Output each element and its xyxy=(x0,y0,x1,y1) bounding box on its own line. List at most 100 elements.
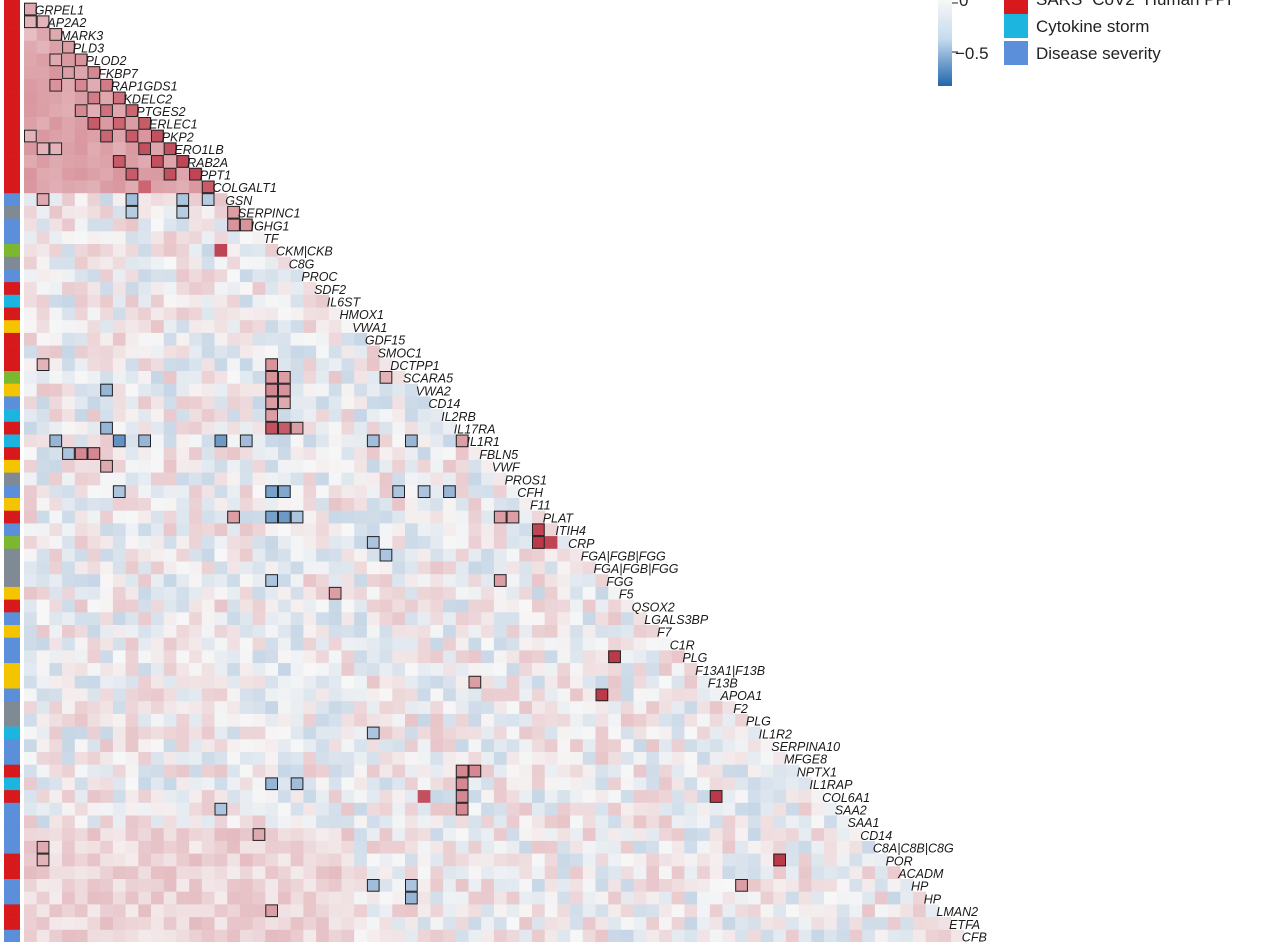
heatmap-cell-51-50 xyxy=(659,637,672,651)
heatmap-cell-56-2 xyxy=(49,701,63,715)
heatmap-cell-47-20 xyxy=(278,586,291,600)
heatmap-cell-59-55 xyxy=(722,739,736,753)
heatmap-cell-54-12 xyxy=(176,675,190,689)
heatmap-cell-59-11 xyxy=(163,739,177,753)
heatmap-cell-65-34 xyxy=(455,815,469,829)
heatmap-cell-31-2 xyxy=(49,383,63,397)
heatmap-cell-50-24 xyxy=(328,625,342,638)
heatmap-cell-33-22 xyxy=(303,409,317,423)
category-bar-48 xyxy=(4,599,20,613)
heatmap-cell-68-27 xyxy=(366,853,380,867)
heatmap-cell-24-21 xyxy=(290,294,304,308)
heatmap-cell-54-3 xyxy=(62,675,76,689)
heatmap-cell-50-2 xyxy=(49,625,63,638)
heatmap-cell-41-26 xyxy=(354,510,368,524)
heatmap-cell-40-11 xyxy=(163,498,177,511)
heatmap-cell-25-18 xyxy=(252,307,266,321)
heatmap-cell-52-20 xyxy=(278,650,291,664)
heatmap-cell-38-35 xyxy=(468,472,482,486)
heatmap-cell-69-21 xyxy=(290,866,304,880)
heatmap-cell-46-14 xyxy=(201,574,215,588)
heatmap-cell-36-1 xyxy=(36,447,50,461)
heatmap-cell-67-15 xyxy=(214,840,228,854)
heatmap-cell-53-2 xyxy=(49,663,63,677)
heatmap-cell-72-26 xyxy=(354,904,368,918)
gene-label-11: PKP2 xyxy=(162,130,194,144)
heatmap-cell-74-18 xyxy=(252,929,266,942)
heatmap-cell-52-3 xyxy=(62,650,76,664)
heatmap-cell-66-53 xyxy=(697,828,711,842)
heatmap-cell-74-21 xyxy=(290,929,304,942)
gene-label-64: SAA2 xyxy=(835,804,867,818)
heatmap-cell-57-32 xyxy=(430,713,444,727)
heatmap-cell-20-14 xyxy=(201,244,215,257)
heatmap-cell-65-32 xyxy=(430,815,444,829)
heatmap-cell-52-17 xyxy=(239,650,253,664)
heatmap-cell-24-5 xyxy=(87,294,101,308)
heatmap-cell-71-2 xyxy=(49,891,63,905)
heatmap-cell-49-35 xyxy=(468,612,482,626)
heatmap-cell-30-20 xyxy=(278,371,291,384)
heatmap-cell-71-56 xyxy=(735,891,749,905)
heatmap-cell-72-57 xyxy=(747,904,761,918)
heatmap-cell-49-42 xyxy=(557,612,571,626)
heatmap-cell-42-41 xyxy=(544,523,558,537)
heatmap-cell-58-10 xyxy=(151,726,164,740)
significant-cell-outline-29-1 xyxy=(36,358,50,371)
heatmap-cell-54-39 xyxy=(519,675,533,689)
heatmap-cell-38-25 xyxy=(341,472,355,486)
heatmap-cell-54-6 xyxy=(100,675,114,689)
heatmap-cell-33-1 xyxy=(36,409,50,423)
heatmap-cell-6-2 xyxy=(49,66,63,80)
heatmap-cell-15-9 xyxy=(138,180,152,194)
heatmap-cell-70-68 xyxy=(887,879,901,892)
heatmap-cell-43-8 xyxy=(125,536,139,550)
heatmap-cell-59-30 xyxy=(405,739,418,753)
heatmap-cell-25-15 xyxy=(214,307,228,321)
heatmap-cell-64-15 xyxy=(214,802,228,816)
heatmap-cell-56-52 xyxy=(684,701,698,715)
heatmap-cell-49-8 xyxy=(125,612,139,626)
heatmap-cell-71-8 xyxy=(125,891,139,905)
heatmap-cell-52-29 xyxy=(392,650,406,664)
heatmap-cell-60-6 xyxy=(100,752,114,765)
heatmap-cell-57-18 xyxy=(252,713,266,727)
heatmap-cell-55-11 xyxy=(163,688,177,702)
heatmap-cell-18-15 xyxy=(214,218,228,232)
significant-cell-outline-67-1 xyxy=(36,840,50,854)
heatmap-cell-73-2 xyxy=(49,917,63,931)
heatmap-cell-12-0 xyxy=(24,142,37,156)
heatmap-cell-72-31 xyxy=(417,904,431,918)
heatmap-cell-7-2 xyxy=(49,78,63,92)
heatmap-cell-74-38 xyxy=(506,929,520,942)
heatmap-cell-53-5 xyxy=(87,663,101,677)
heatmap-cell-65-49 xyxy=(646,815,660,829)
heatmap-cell-71-14 xyxy=(201,891,215,905)
heatmap-cell-46-12 xyxy=(176,574,190,588)
heatmap-cell-46-11 xyxy=(163,574,177,588)
heatmap-cell-27-10 xyxy=(151,332,164,346)
heatmap-cell-56-48 xyxy=(633,701,647,715)
heatmap-cell-62-20 xyxy=(278,777,291,791)
heatmap-cell-74-42 xyxy=(557,929,571,942)
heatmap-cell-55-27 xyxy=(366,688,380,702)
heatmap-cell-56-15 xyxy=(214,701,228,715)
heatmap-cell-41-31 xyxy=(417,510,431,524)
heatmap-cell-63-58 xyxy=(760,790,774,804)
heatmap-cell-17-14 xyxy=(201,205,215,219)
heatmap-cell-32-16 xyxy=(227,396,241,410)
significant-cell-outline-36-4 xyxy=(74,447,88,460)
heatmap-cell-63-17 xyxy=(239,790,253,804)
heatmap-cell-49-1 xyxy=(36,612,50,626)
heatmap-cell-72-0 xyxy=(24,904,37,918)
heatmap-cell-61-36 xyxy=(481,764,495,778)
heatmap-cell-70-35 xyxy=(468,879,482,892)
heatmap-cell-27-15 xyxy=(214,332,228,346)
heatmap-cell-66-12 xyxy=(176,828,190,842)
heatmap-cell-49-12 xyxy=(176,612,190,626)
heatmap-cell-14-10 xyxy=(151,167,164,181)
category-sidebar xyxy=(4,0,20,942)
heatmap-cell-60-53 xyxy=(697,752,711,765)
heatmap-cell-66-0 xyxy=(24,828,37,842)
heatmap-cell-63-16 xyxy=(227,790,241,804)
